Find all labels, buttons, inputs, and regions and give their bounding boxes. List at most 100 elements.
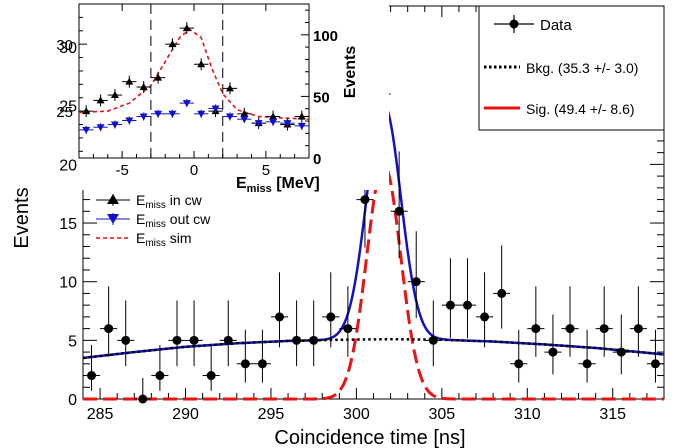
- data-point-marker: [257, 359, 267, 369]
- signal-fit-curve: [83, 162, 664, 401]
- y-tick-label: 10: [59, 275, 77, 292]
- inset-out-cw-point: [136, 112, 151, 121]
- data-point: [561, 286, 579, 357]
- data-point-marker: [411, 277, 421, 287]
- data-point-marker: [565, 324, 575, 334]
- data-point-marker: [240, 359, 250, 369]
- legend-bkg-label: Bkg. (35.3 +/- 3.0): [526, 60, 638, 76]
- data-point: [458, 258, 477, 338]
- inset-in-cw-point: [165, 38, 180, 51]
- data-point: [117, 300, 135, 367]
- data-point-marker: [155, 371, 165, 381]
- inset-tick-labels: -5 0 5 25 30 0 50 100: [56, 28, 338, 179]
- inset-y-left-label: 25: [56, 104, 73, 121]
- inset-out-cw-point: [93, 123, 108, 132]
- inset-in-cw-marker: [125, 77, 134, 85]
- data-point: [83, 345, 101, 391]
- inset-in-cw-marker: [297, 112, 306, 120]
- inset-right-y-title: Events: [342, 46, 359, 99]
- legend-sig-label: Sig. (49.4 +/- 8.6): [526, 101, 635, 117]
- data-point-marker: [104, 324, 114, 334]
- data-point: [100, 286, 118, 357]
- data-point: [407, 231, 425, 319]
- data-point: [288, 300, 306, 367]
- inset-in-cw-marker: [269, 112, 278, 120]
- x-tick-label: 285: [87, 406, 114, 423]
- data-point-marker: [343, 324, 353, 334]
- data-point: [527, 286, 545, 357]
- inset-in-cw-marker: [240, 109, 249, 117]
- inset-in-cw-marker: [182, 24, 191, 32]
- inset-out-cw-point: [165, 109, 180, 118]
- inset-out-cw-marker: [283, 120, 292, 128]
- data-point: [612, 314, 630, 375]
- inset-in-cw-marker: [168, 40, 177, 48]
- x-axis-title: Coincidence time [ns]: [274, 427, 465, 448]
- inset-out-cw-marker: [211, 105, 220, 113]
- inset-out-cw-marker: [269, 118, 278, 126]
- inset-out-cw-marker: [82, 126, 91, 134]
- legend-data-marker: [509, 19, 519, 29]
- inset-plot: -5 0 5 25 30 0 50 100 Emiss [MeV] Events Emiss …: [56, 3, 389, 249]
- inset-legend-in-label: Emiss in cw: [136, 192, 203, 211]
- data-point-marker: [326, 312, 336, 322]
- inset-y-right-label: 0: [313, 151, 321, 168]
- data-point: [322, 272, 340, 348]
- inset-out-cw-point: [150, 109, 166, 118]
- inset-in-cw-point: [294, 110, 309, 123]
- inset-x-tick-label: 0: [190, 162, 198, 179]
- y-tick-label: 0: [68, 392, 77, 409]
- inset-in-cw-point: [122, 75, 137, 88]
- y-tick-label: 15: [59, 216, 77, 233]
- inset-out-cw-marker: [168, 110, 177, 118]
- data-point-marker: [87, 371, 97, 381]
- main-tick-labels: 285 290 295 300 305 310 315 0 5 10 15 20 25 30: [59, 40, 626, 423]
- inset-y-left-label: 30: [56, 37, 73, 54]
- inset-legend-sim-main: E: [136, 230, 145, 246]
- data-point: [544, 314, 562, 375]
- x-tick-label: 310: [514, 406, 541, 423]
- main-legend: Data Bkg. (35.3 +/- 3.0) Sig. (49.4 +/- …: [478, 5, 665, 131]
- inset-out-cw-point: [208, 104, 223, 113]
- inset-in-cw-point: [136, 81, 151, 94]
- data-point: [168, 300, 186, 367]
- data-point-marker: [616, 347, 626, 357]
- inset-legend-out-label: Emiss out cw: [136, 211, 211, 230]
- inset-data-points: [79, 22, 309, 134]
- inset-in-cw-marker: [225, 84, 234, 92]
- y-tick-label: 30: [59, 40, 77, 57]
- x-tick-label: 315: [599, 406, 626, 423]
- inset-out-cw-marker: [125, 117, 134, 125]
- inset-legend-sim-sub: miss: [145, 238, 166, 249]
- inset-y-right-label: 50: [313, 89, 330, 106]
- data-point-marker: [138, 394, 148, 404]
- data-point: [424, 300, 442, 367]
- data-point-marker: [633, 324, 643, 334]
- y-tick-label: 5: [68, 333, 77, 350]
- inset-out-cw-marker: [225, 113, 234, 121]
- data-point: [595, 286, 613, 357]
- inset-in-cw-marker: [96, 96, 105, 104]
- data-point: [629, 286, 647, 357]
- inset-in-cw-marker: [154, 73, 163, 81]
- inset-in-cw-point: [107, 89, 123, 102]
- data-point: [441, 258, 459, 338]
- inset-out-cw-point: [179, 99, 194, 108]
- inset-out-cw-point: [280, 119, 295, 128]
- data-point-marker: [275, 312, 285, 322]
- inset-out-cw-point: [222, 112, 238, 121]
- inset-in-cw-marker: [82, 107, 91, 115]
- inset-in-cw-point: [93, 94, 108, 107]
- data-point-marker: [514, 359, 524, 369]
- inset-out-cw-marker: [254, 120, 263, 128]
- inset-y-right-label: 100: [313, 28, 338, 45]
- data-point-marker: [206, 371, 216, 381]
- data-point: [578, 329, 596, 383]
- inset-curves: [78, 28, 310, 120]
- data-point-marker: [650, 359, 660, 369]
- inset-out-cw-marker: [154, 110, 163, 118]
- inset-sim-curve: [78, 28, 310, 120]
- data-point: [253, 329, 271, 383]
- data-point-marker: [548, 347, 558, 357]
- data-point-marker: [582, 359, 592, 369]
